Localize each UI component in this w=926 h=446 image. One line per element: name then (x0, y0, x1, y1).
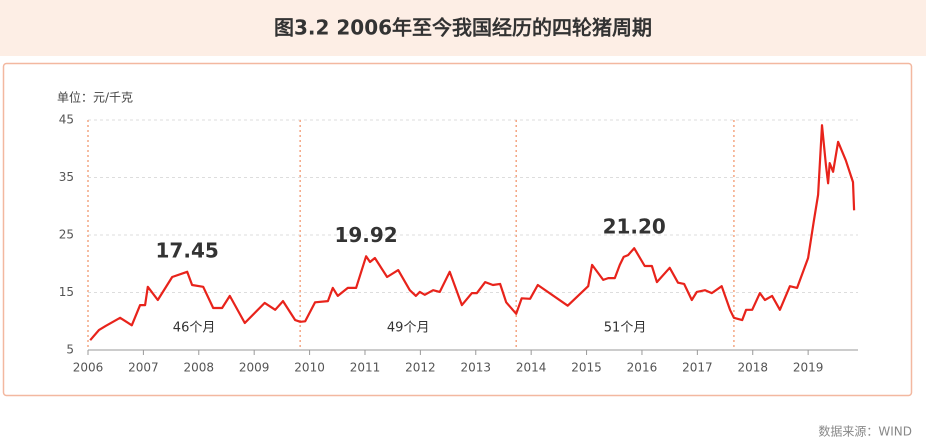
y-tick-label: 45 (59, 113, 74, 127)
x-tick-label: 2018 (737, 361, 768, 375)
chart-title: 图3.2 2006年至今我国经历的四轮猪周期 (274, 16, 652, 40)
title-banner (0, 0, 926, 56)
x-tick-label: 2016 (627, 361, 658, 375)
y-tick-label: 35 (59, 170, 74, 184)
peak-label: 17.45 (156, 238, 219, 262)
peak-label: 21.20 (603, 215, 666, 239)
x-tick-label: 2007 (128, 361, 159, 375)
source: 数据来源：WIND (818, 424, 912, 439)
y-tick-label: 15 (59, 285, 74, 299)
unit-label: 单位：元/千克 (57, 90, 133, 105)
x-tick-label: 2013 (460, 361, 491, 375)
y-tick-label: 5 (66, 343, 74, 357)
x-tick-label: 2014 (516, 361, 547, 375)
x-tick-label: 2010 (294, 361, 325, 375)
chart-panel (2, 62, 913, 397)
cycle-label: 49个月 (387, 321, 430, 336)
x-tick-label: 2006 (73, 361, 104, 375)
cycle-label: 51个月 (604, 321, 647, 336)
x-tick-label: 2009 (239, 361, 270, 375)
x-tick-label: 2017 (682, 361, 713, 375)
cycle-label: 46个月 (173, 321, 216, 336)
x-tick-label: 2011 (350, 361, 381, 375)
x-tick-label: 2012 (405, 361, 436, 375)
peak-label: 19.92 (334, 223, 397, 247)
y-tick-label: 25 (59, 228, 74, 242)
x-tick-label: 2019 (793, 361, 824, 375)
x-tick-label: 2008 (184, 361, 215, 375)
x-tick-label: 2015 (571, 361, 602, 375)
price-line (89, 124, 856, 341)
